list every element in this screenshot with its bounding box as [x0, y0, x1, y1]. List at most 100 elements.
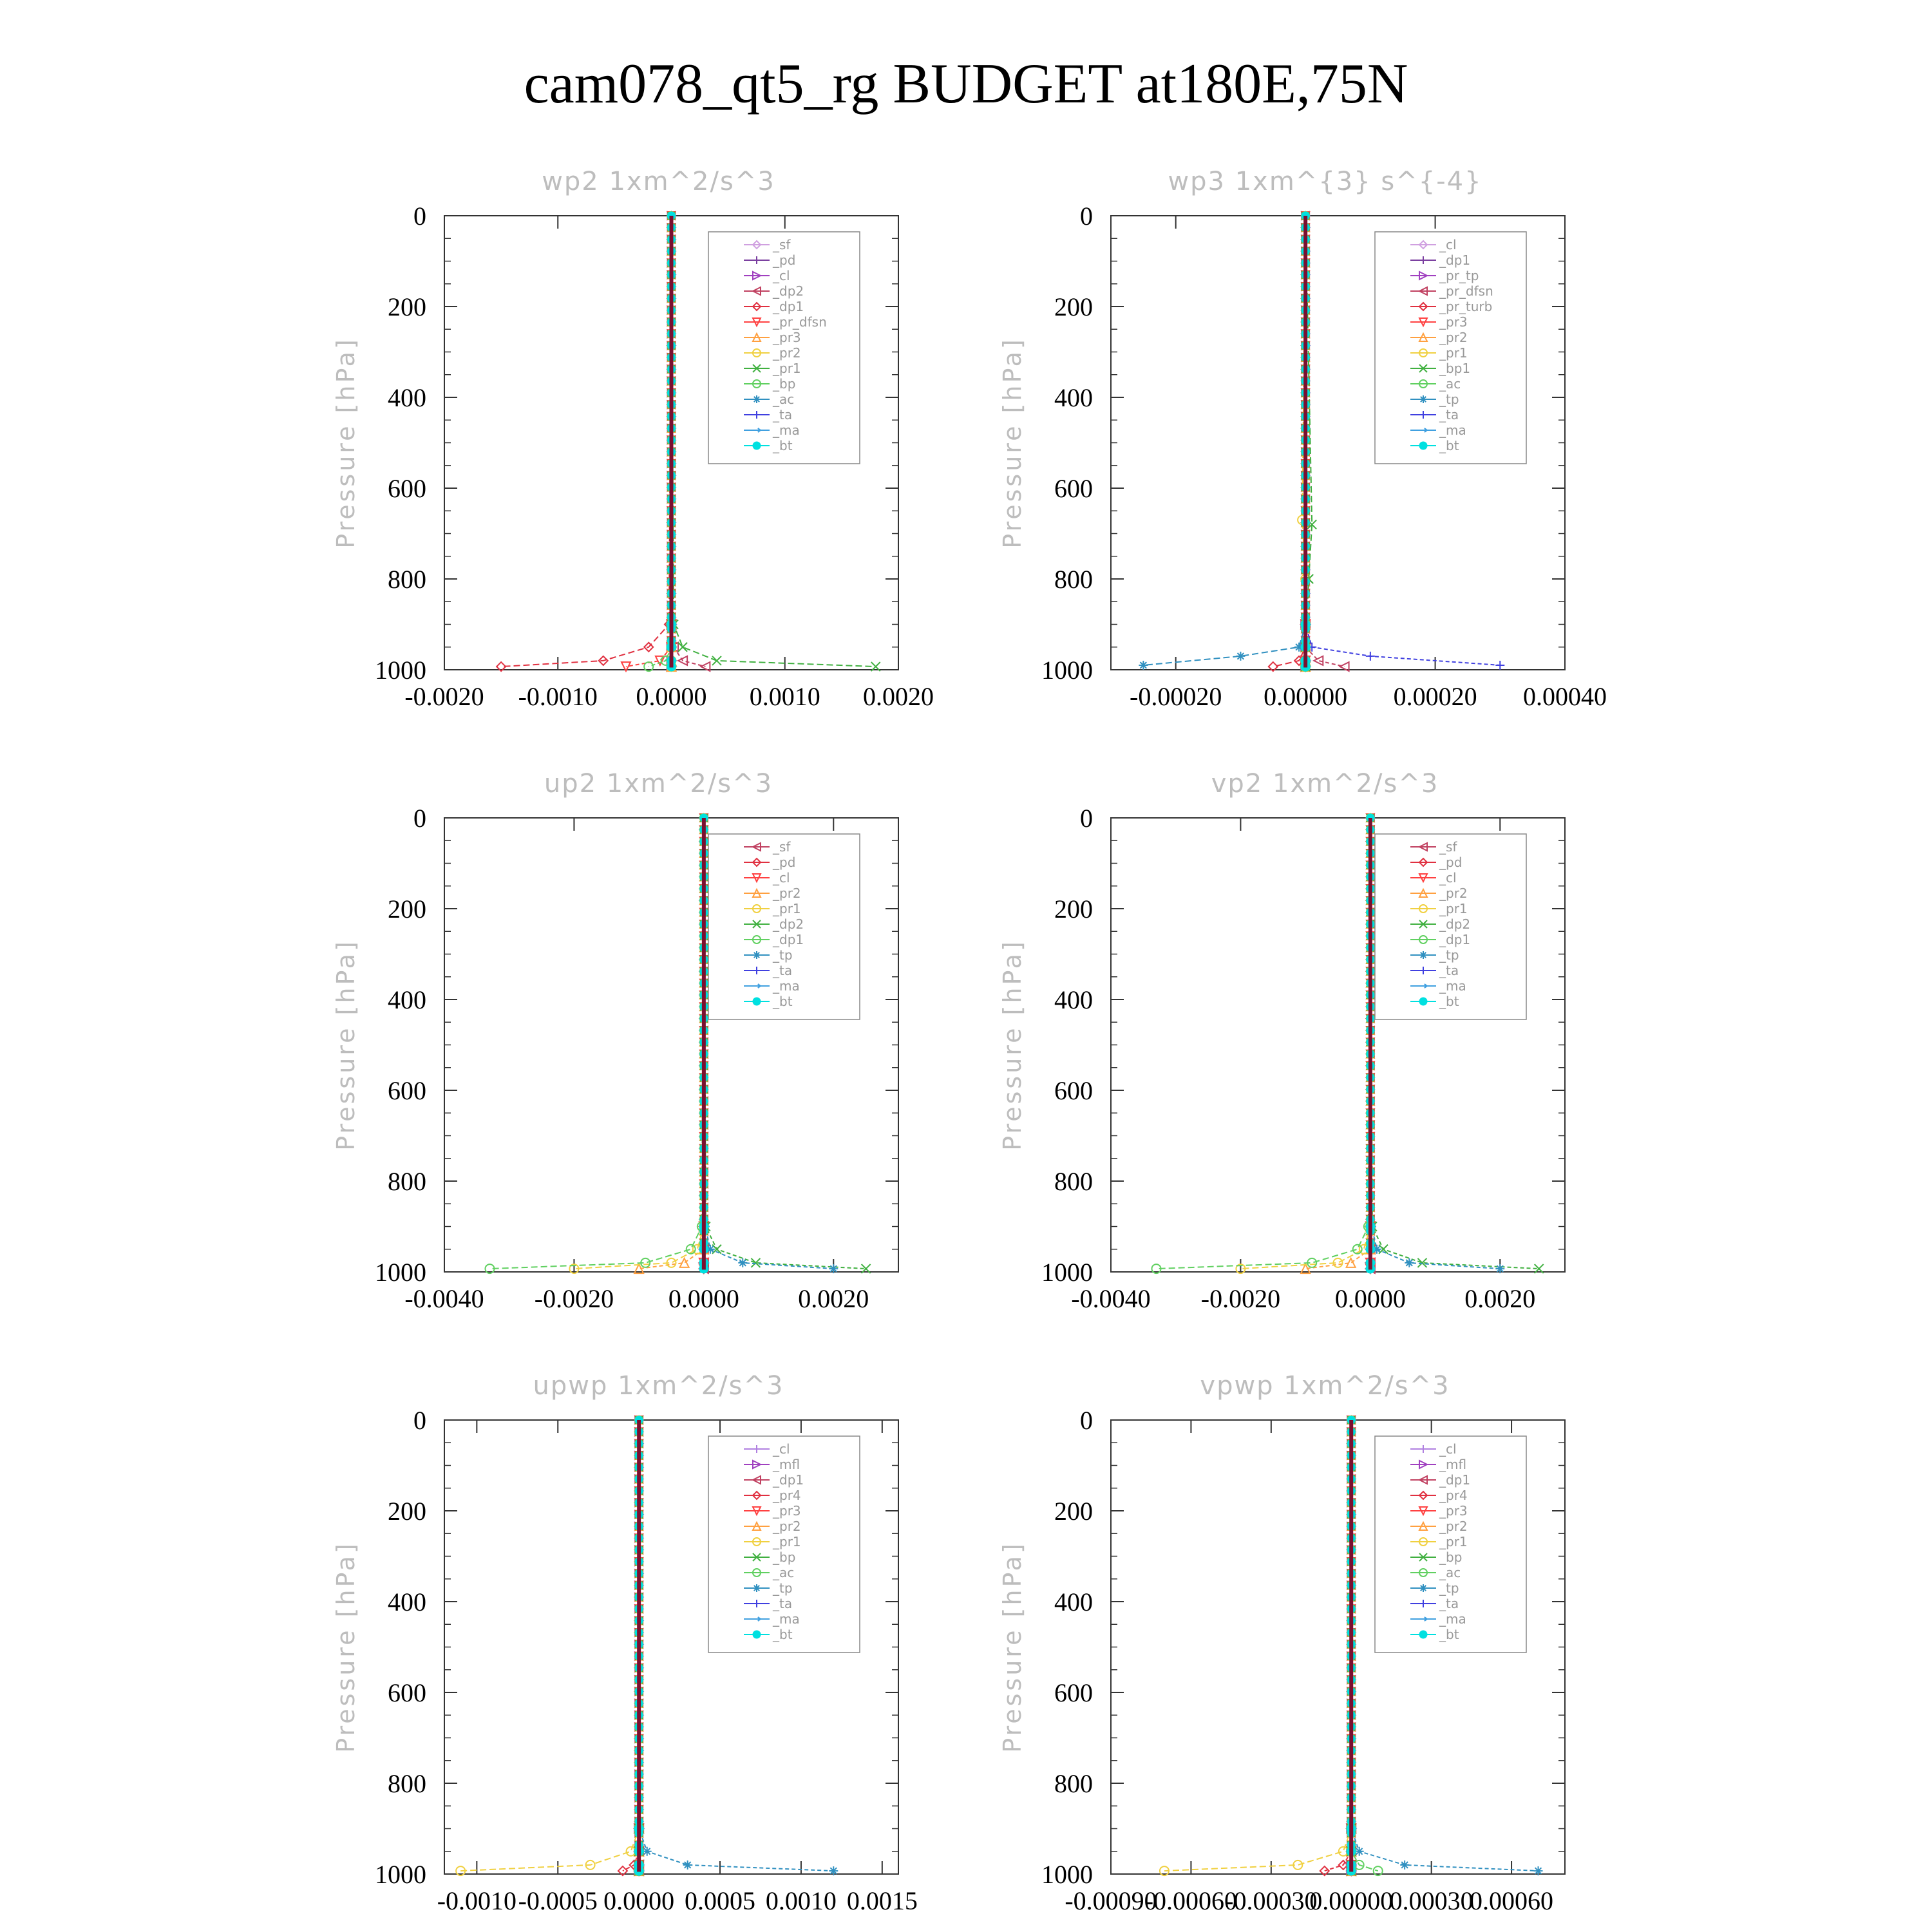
- data-point: [1372, 1244, 1381, 1254]
- data-point: [640, 1257, 651, 1268]
- legend-marker: [1418, 240, 1428, 250]
- legend-marker: [1418, 317, 1428, 328]
- legend-marker: [1417, 1475, 1428, 1485]
- data-point: [699, 661, 711, 672]
- data-point: [1495, 660, 1505, 670]
- y-axis-label: Pressure [hPa]: [998, 1541, 1027, 1753]
- legend-marker: [1419, 364, 1428, 373]
- x-tick-label: 0.0010: [766, 1886, 837, 1915]
- chart-panel-5: upwp 1xm^2/s^3 Pressure [hPa] 0 200 400 600 80…: [332, 1371, 918, 1915]
- series-line: [501, 215, 672, 668]
- data-point: [643, 661, 654, 672]
- series-line: [1143, 216, 1307, 666]
- legend-label: _tp: [772, 1580, 793, 1596]
- legend-marker: [1419, 983, 1428, 989]
- y-tick-label: 800: [388, 1167, 426, 1196]
- legend-marker: [752, 1537, 761, 1546]
- legend-marker: [1419, 379, 1428, 388]
- chart-panel-4: vp2 1xm^2/s^3 Pressure [hPa] 0 200 400 600 800…: [998, 769, 1566, 1313]
- y-axis-label: Pressure [hPa]: [998, 939, 1027, 1151]
- chart-panel-3: up2 1xm^2/s^3 Pressure [hPa] 0 200 400 600 800…: [332, 769, 899, 1313]
- legend-label: _pd: [772, 855, 795, 870]
- data-point: [642, 1846, 652, 1856]
- legend-label: _pr3: [772, 1503, 801, 1519]
- data-point: [1345, 1256, 1357, 1268]
- data-point: [1151, 1264, 1162, 1274]
- data-point: [633, 1262, 645, 1274]
- x-tick-label: 0.0020: [798, 1284, 869, 1313]
- data-point: [1534, 1264, 1544, 1274]
- legend-label: _pr1: [1439, 345, 1468, 361]
- legend-label: _mfl: [772, 1457, 800, 1472]
- legend-marker: [752, 1520, 762, 1531]
- chart-title: wp2 1xm^2/s^3: [542, 167, 775, 196]
- legend-marker: [752, 997, 761, 1006]
- legend-marker: [1418, 857, 1428, 867]
- y-tick-label: 600: [1054, 1076, 1093, 1105]
- x-tick-label: -0.00030: [1225, 1886, 1317, 1915]
- data-point: [1139, 660, 1148, 670]
- legend-label: _bp: [772, 376, 795, 392]
- legend-label: _ma: [1439, 978, 1466, 994]
- y-tick-label: 400: [388, 1587, 426, 1616]
- y-tick-label: 600: [388, 1076, 426, 1105]
- legend-marker: [753, 1600, 761, 1607]
- legend-label: _bp: [772, 1549, 795, 1565]
- legend-label: _dp1: [1439, 1472, 1470, 1488]
- data-point: [1495, 1264, 1505, 1274]
- data-point: [683, 1860, 692, 1870]
- data-point: [705, 1244, 715, 1254]
- legend-label: _pr4: [1439, 1488, 1468, 1503]
- legend-label: _pr1: [1439, 1534, 1468, 1549]
- legend-marker: [752, 379, 761, 388]
- legend-label: _ta: [1439, 963, 1459, 978]
- legend-label: _ta: [772, 1596, 792, 1611]
- legend-marker: [1419, 1537, 1428, 1546]
- x-tick-label: -0.0040: [1071, 1284, 1150, 1313]
- y-tick-label: 200: [388, 895, 426, 923]
- legend-marker: [752, 240, 762, 250]
- legend-label: _ma: [1439, 422, 1466, 438]
- x-tick-label: 0.00060: [1470, 1886, 1553, 1915]
- legend-label: _ac: [772, 1565, 794, 1580]
- legend-label: _cl: [772, 870, 790, 886]
- data-point: [1300, 1262, 1311, 1274]
- chart-title: vp2 1xm^2/s^3: [1211, 769, 1439, 799]
- y-tick-label: 1000: [1041, 1258, 1093, 1287]
- legend-marker: [1419, 1568, 1428, 1577]
- data-point: [495, 661, 507, 672]
- chart-title: vpwp 1xm^2/s^3: [1200, 1371, 1450, 1401]
- data-point: [1332, 1257, 1343, 1268]
- data-point: [484, 1264, 495, 1274]
- data-point: [685, 1244, 696, 1255]
- data-point: [1405, 1258, 1414, 1267]
- legend-label: _cl: [772, 1441, 790, 1457]
- x-tick-label: 0.00030: [1390, 1886, 1473, 1915]
- data-point: [712, 656, 722, 666]
- legend-marker: [1419, 270, 1429, 281]
- data-point: [1159, 1866, 1170, 1877]
- data-point: [569, 1264, 580, 1274]
- legend-label: _dp1: [1439, 252, 1470, 268]
- legend-label: _bt: [1439, 438, 1459, 453]
- y-axis-label: Pressure [hPa]: [332, 939, 360, 1151]
- data-point: [738, 1258, 748, 1267]
- legend-marker: [753, 967, 761, 974]
- y-tick-label: 200: [1054, 292, 1093, 321]
- legend-label: _cl: [1439, 1441, 1457, 1457]
- data-point: [617, 1865, 629, 1877]
- data-point: [829, 1866, 838, 1876]
- series-pr2: [633, 812, 710, 1274]
- legend-label: _sf: [772, 839, 791, 855]
- data-point: [1236, 651, 1245, 661]
- x-tick-label: -0.0005: [518, 1886, 598, 1915]
- y-tick-label: 200: [388, 1497, 426, 1526]
- legend-marker: [753, 256, 761, 264]
- legend-marker: [752, 1630, 761, 1639]
- legend-marker: [752, 1506, 762, 1517]
- chart-panel-2: wp3 1xm^{3} s^{-4} Pressure [hPa] 0 200 400 6…: [998, 167, 1607, 711]
- y-tick-label: 1000: [375, 656, 426, 685]
- legend-marker: [1418, 1520, 1428, 1531]
- chart-panel-1: wp2 1xm^2/s^3 Pressure [hPa] 0 200 400 600 800…: [332, 167, 934, 711]
- legend-marker: [1419, 395, 1427, 403]
